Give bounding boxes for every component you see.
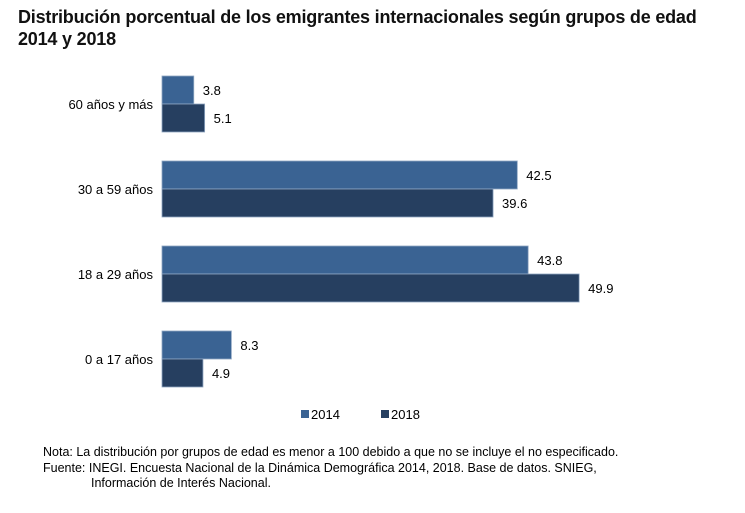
bar-2014 — [161, 245, 529, 275]
legend-swatch-2018 — [381, 410, 389, 418]
category-label: 18 a 29 años — [78, 267, 154, 282]
data-label: 43.8 — [537, 253, 562, 268]
bar-chart: 60 años y más 3.8 5.1 30 a 59 años 42.5 39.6 1… — [68, 75, 613, 422]
chart-title: Distribución porcentual de los emigrante… — [18, 6, 738, 50]
data-label: 39.6 — [502, 196, 527, 211]
legend-swatch-2014 — [301, 410, 309, 418]
chart-subtitle: 2014 y 2018 — [18, 29, 116, 49]
source-text: Fuente: INEGI. Encuesta Nacional de la D… — [43, 460, 597, 475]
data-label: 5.1 — [214, 111, 232, 126]
category-label: 30 a 59 años — [78, 182, 154, 197]
bar-2018 — [161, 188, 494, 218]
data-label: 42.5 — [526, 168, 551, 183]
data-label: 8.3 — [240, 338, 258, 353]
chart-notes: Nota: La distribución por grupos de edad… — [43, 445, 618, 492]
bar-2018 — [161, 103, 206, 133]
data-label: 3.8 — [203, 83, 221, 98]
bar-2014 — [161, 330, 232, 360]
legend-label: 2018 — [391, 407, 420, 422]
bar-2018 — [161, 358, 204, 388]
chart-title-line1: Distribución porcentual de los emigrante… — [18, 7, 697, 27]
note-text: Nota: La distribución por grupos de edad… — [43, 445, 619, 459]
data-label: 49.9 — [588, 281, 613, 296]
category-label: 60 años y más — [68, 97, 153, 112]
category-label: 0 a 17 años — [85, 352, 153, 367]
bar-2014 — [161, 75, 195, 105]
bar-2018 — [161, 273, 580, 303]
source-text-continued: Información de Interés Nacional. — [91, 476, 271, 490]
legend-label: 2014 — [311, 407, 340, 422]
data-label: 4.9 — [212, 366, 230, 381]
bar-2014 — [161, 160, 518, 190]
